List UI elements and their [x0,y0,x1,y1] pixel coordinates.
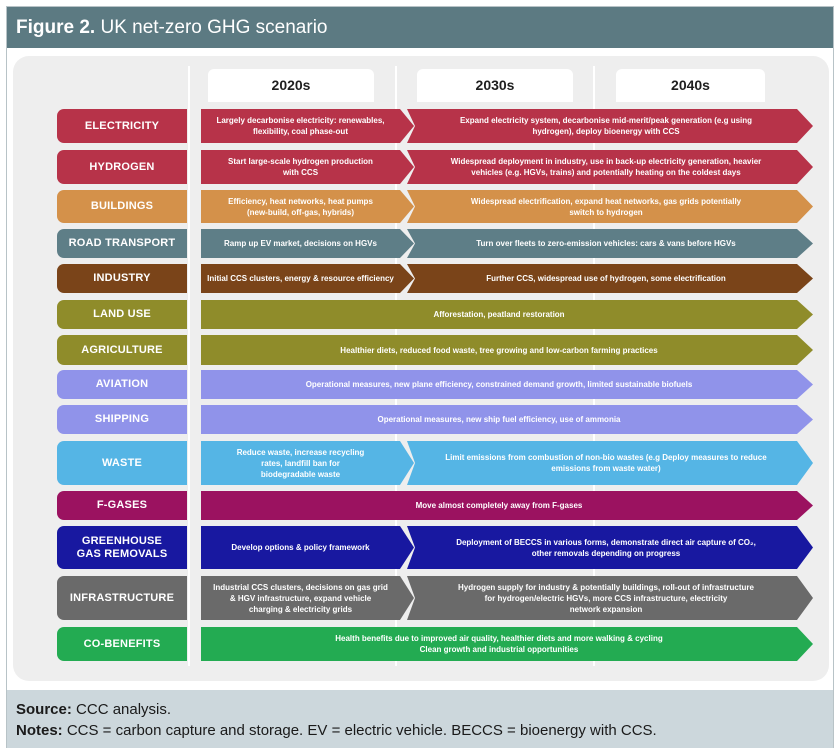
shipping-all-decades: Operational measures, new ship fuel effi… [201,405,813,434]
figure-footer: Source: CCC analysis. Notes: CCS = carbo… [7,690,833,748]
figure-title: Figure 2. UK net-zero GHG scenario [7,7,833,48]
column-divider [395,66,397,666]
land-use-all-decades: Afforestation, peatland restoration [201,300,813,329]
hydrogen-2020s: Start large-scale hydrogen production wi… [201,150,414,184]
row-label-infrastructure: INFRASTRUCTURE [57,576,187,620]
source-line: Source: CCC analysis. [16,699,833,720]
row-label-land-use: LAND USE [57,300,187,329]
column-header-2040s: 2040s [616,69,765,102]
row-label-aviation: AVIATION [57,370,187,399]
row-label-electricity: ELECTRICITY [57,109,187,143]
source-label: Source: [16,701,72,718]
notes-label: Notes: [16,722,63,739]
figure-number: Figure 2. [16,17,96,38]
figure-title-text: UK net-zero GHG scenario [95,17,328,38]
buildings-2030s-2040s: Widespread electrification, expand heat … [407,190,813,223]
column-divider [188,66,190,666]
row-label-industry: INDUSTRY [57,264,187,293]
co-benefits-all-decades: Health benefits due to improved air qual… [201,627,813,661]
buildings-2020s: Efficiency, heat networks, heat pumps (n… [201,190,414,223]
scenario-panel: 2020s 2030s 2040s ELECTRICITY Largely de… [13,56,829,681]
greenhouse-gas-removals-2020s: Develop options & policy framework [201,526,414,569]
aviation-all-decades: Operational measures, new plane efficien… [201,370,813,399]
row-label-agriculture: AGRICULTURE [57,335,187,365]
waste-2030s-2040s: Limit emissions from combustion of non-b… [407,441,813,485]
row-label-co-benefits: CO-BENEFITS [57,627,187,661]
notes-text: CCS = carbon capture and storage. EV = e… [62,722,657,739]
row-label-buildings: BUILDINGS [57,190,187,223]
row-label-waste: WASTE [57,441,187,485]
figure-frame: Figure 2. UK net-zero GHG scenario 2020s… [6,6,834,748]
row-label-road-transport: ROAD TRANSPORT [57,229,187,258]
infrastructure-2020s: Industrial CCS clusters, decisions on ga… [201,576,414,620]
agriculture-all-decades: Healthier diets, reduced food waste, tre… [201,335,813,365]
greenhouse-gas-removals-2030s-2040s: Deployment of BECCS in various forms, de… [407,526,813,569]
road-transport-2030s-2040s: Turn over fleets to zero-emission vehicl… [407,229,813,258]
column-divider [593,66,595,666]
source-text: CCC analysis. [71,701,172,718]
infrastructure-2030s-2040s: Hydrogen supply for industry & potential… [407,576,813,620]
column-header-2030s: 2030s [417,69,573,102]
column-header-2020s: 2020s [208,69,374,102]
row-label-greenhouse-gas-removals: GREENHOUSE GAS REMOVALS [57,526,187,569]
row-label-shipping: SHIPPING [57,405,187,434]
waste-2020s: Reduce waste, increase recycling rates, … [201,441,414,485]
row-label-hydrogen: HYDROGEN [57,150,187,184]
notes-line: Notes: CCS = carbon capture and storage.… [16,720,833,741]
row-label-f-gases: F-GASES [57,491,187,520]
road-transport-2020s: Ramp up EV market, decisions on HGVs [201,229,414,258]
industry-2020s: Initial CCS clusters, energy & resource … [201,264,414,293]
hydrogen-2030s-2040s: Widespread deployment in industry, use i… [407,150,813,184]
electricity-2030s-2040s: Expand electricity system, decarbonise m… [407,109,813,143]
electricity-2020s: Largely decarbonise electricity: renewab… [201,109,414,143]
industry-2030s-2040s: Further CCS, widespread use of hydrogen,… [407,264,813,293]
f-gases-all-decades: Move almost completely away from F-gases [201,491,813,520]
